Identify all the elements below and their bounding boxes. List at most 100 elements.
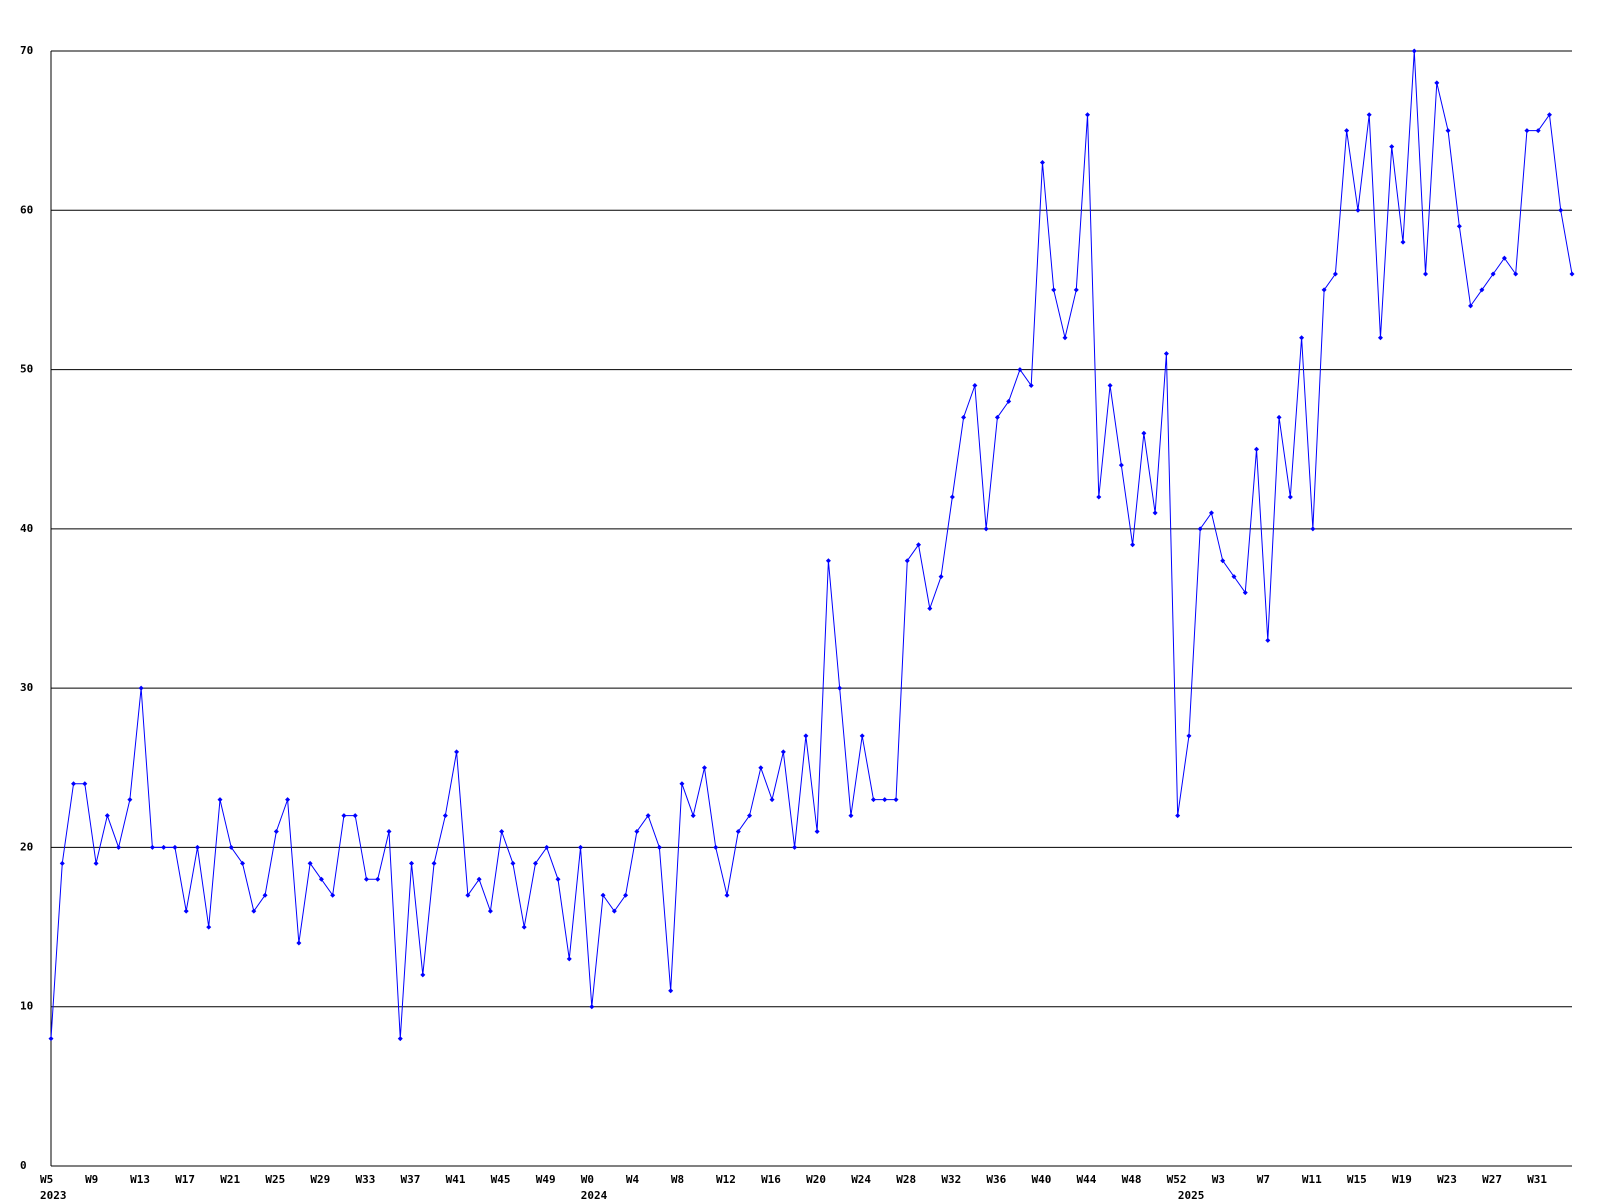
point-marker (634, 829, 640, 834)
x-tick-label: W5 (40, 1173, 53, 1186)
x-tick-label: W48 (1122, 1173, 1142, 1186)
x-tick-label: W0 (581, 1173, 594, 1186)
point-marker (758, 765, 764, 771)
x-tick-label: W17 (175, 1173, 195, 1186)
x-tick-label: W11 (1302, 1173, 1322, 1186)
point-marker (825, 558, 831, 564)
point-marker (1017, 367, 1023, 373)
point-marker (273, 829, 279, 834)
x-tick-label: W19 (1392, 1173, 1412, 1186)
point-marker (71, 781, 77, 787)
x-tick-label: W21 (220, 1173, 240, 1186)
data-line (50, 50, 1573, 1039)
x-tick-label: W13 (130, 1173, 150, 1186)
point-marker (1231, 574, 1237, 580)
point-marker (375, 876, 381, 882)
point-marker (1051, 287, 1057, 293)
point-marker (1546, 112, 1552, 118)
point-marker (1501, 255, 1507, 261)
x-year-label: 2023 (40, 1189, 67, 1200)
point-marker (994, 414, 1000, 420)
point-marker (149, 844, 155, 850)
x-tick-label: W52 (1167, 1173, 1187, 1186)
point-marker (555, 876, 561, 882)
x-tick-label: W8 (671, 1173, 684, 1186)
point-marker (893, 797, 899, 803)
x-tick-label: W44 (1077, 1173, 1097, 1186)
x-tick-label: W37 (401, 1173, 421, 1186)
point-marker (859, 733, 865, 739)
x-tick-label: W24 (851, 1173, 871, 1186)
x-tick-label: W40 (1031, 1173, 1051, 1186)
point-marker (949, 494, 955, 500)
point-marker (623, 892, 629, 898)
point-marker (1479, 287, 1485, 293)
point-marker (1299, 335, 1305, 341)
x-tick-label: W27 (1482, 1173, 1502, 1186)
point-marker (1423, 271, 1429, 277)
x-tick-label: W12 (716, 1173, 736, 1186)
x-tick-label: W36 (986, 1173, 1006, 1186)
point-marker (1163, 351, 1169, 357)
point-marker (1175, 813, 1181, 819)
x-year-label: 2024 (581, 1189, 608, 1200)
x-tick-label: W29 (310, 1173, 330, 1186)
point-marker (735, 829, 741, 834)
x-tick-label: W3 (1212, 1173, 1225, 1186)
point-marker (1524, 128, 1530, 134)
point-marker (544, 844, 550, 850)
point-marker (870, 797, 876, 803)
point-marker (1208, 510, 1214, 516)
point-marker (1197, 526, 1203, 532)
point-marker (521, 924, 527, 930)
x-tick-label: W41 (446, 1173, 466, 1186)
point-marker (1344, 128, 1350, 134)
point-marker (690, 813, 696, 819)
point-marker (431, 860, 437, 866)
point-marker (1254, 446, 1260, 452)
point-marker (1389, 144, 1395, 150)
point-marker (1456, 223, 1462, 229)
point-marker (487, 908, 493, 914)
y-tick-label: 0 (20, 1159, 27, 1172)
point-marker (1513, 271, 1519, 277)
x-tick-label: W32 (941, 1173, 961, 1186)
point-marker (499, 829, 505, 834)
point-marker (1558, 207, 1564, 213)
point-marker (1039, 160, 1045, 165)
point-marker (1242, 590, 1248, 596)
x-tick-label: W7 (1257, 1173, 1270, 1186)
point-marker (161, 844, 167, 850)
point-marker (206, 924, 212, 930)
point-marker (780, 749, 786, 755)
point-marker (1265, 637, 1271, 643)
point-marker (127, 797, 133, 803)
point-marker (1096, 494, 1102, 500)
point-marker (217, 797, 223, 803)
point-marker (1400, 239, 1406, 245)
point-marker (228, 844, 234, 850)
point-marker (916, 542, 922, 548)
point-marker (1130, 542, 1136, 548)
point-marker (792, 844, 798, 850)
point-marker (454, 749, 460, 755)
point-marker (194, 844, 200, 850)
x-tick-label: W4 (626, 1173, 640, 1186)
x-tick-label: W15 (1347, 1173, 1367, 1186)
point-marker (668, 988, 674, 994)
point-marker (1006, 398, 1012, 404)
point-marker (465, 892, 471, 898)
point-marker (318, 876, 324, 882)
point-marker (341, 813, 347, 819)
point-marker (116, 844, 122, 850)
point-marker (1073, 287, 1079, 293)
point-marker (1434, 80, 1440, 86)
point-marker (240, 860, 246, 866)
x-tick-label: W16 (761, 1173, 781, 1186)
point-marker (803, 733, 809, 739)
point-marker (837, 685, 843, 691)
point-marker (972, 383, 978, 388)
point-marker (386, 829, 392, 834)
point-marker (600, 892, 606, 898)
x-year-label: 2025 (1178, 1189, 1205, 1200)
